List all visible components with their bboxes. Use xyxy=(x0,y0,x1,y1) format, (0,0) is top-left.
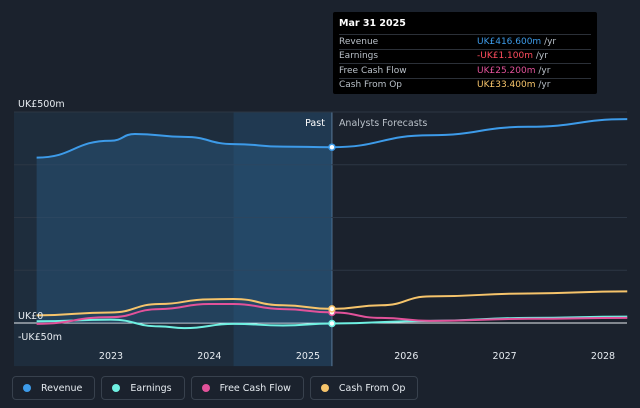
tooltip-row-value: -UK£1.100m /yr xyxy=(477,51,548,62)
legend-free-cash-flow[interactable]: Free Cash Flow xyxy=(190,376,304,400)
legend-label: Revenue xyxy=(41,382,83,394)
x-tick-2028: 2028 xyxy=(591,351,615,362)
tooltip-row: Revenue UK£416.600m /yr xyxy=(339,34,591,49)
tooltip-row-label: Earnings xyxy=(339,51,379,62)
earnings-point xyxy=(328,319,336,328)
legend-cash-from-op[interactable]: Cash From Op xyxy=(309,376,419,400)
legend-dot-icon xyxy=(201,384,210,392)
legend-dot-icon xyxy=(112,384,121,392)
forecast-label: Analysts Forecasts xyxy=(339,118,427,129)
tooltip-row: Free Cash Flow UK£25.200m /yr xyxy=(339,63,591,78)
y-label-top: UK£500m xyxy=(18,99,65,110)
legend-label: Free Cash Flow xyxy=(219,382,291,394)
legend-earnings[interactable]: Earnings xyxy=(101,376,185,400)
y-label-bottom: -UK£50m xyxy=(18,332,62,343)
cash-from-op-point xyxy=(328,305,336,313)
past-label: Past xyxy=(305,118,325,129)
tooltip-row-value: UK£33.400m /yr xyxy=(477,80,551,91)
tooltip-row-label: Cash From Op xyxy=(339,80,403,91)
tooltip: Mar 31 2025 Revenue UK£416.600m /yr Earnin… xyxy=(333,12,597,94)
y-label-zero: UK£0 xyxy=(18,311,43,322)
cash-from-op-line xyxy=(36,290,628,317)
x-tick-2027: 2027 xyxy=(493,351,517,362)
x-tick-2026: 2026 xyxy=(394,351,418,362)
legend-label: Cash From Op xyxy=(338,382,406,394)
tooltip-row-value: UK£25.200m /yr xyxy=(477,65,551,76)
legend-label: Earnings xyxy=(130,382,172,394)
tooltip-row-label: Free Cash Flow xyxy=(339,65,407,76)
tooltip-row-value: UK£416.600m /yr xyxy=(477,36,557,47)
revenue-line xyxy=(36,118,628,159)
x-tick-2025: 2025 xyxy=(296,351,320,362)
legend-dot-icon xyxy=(23,384,31,392)
tooltip-date: Mar 31 2025 xyxy=(339,18,406,29)
revenue-area xyxy=(36,133,332,323)
x-tick-2024: 2024 xyxy=(197,351,221,362)
tooltip-row: Earnings -UK£1.100m /yr xyxy=(339,48,591,64)
legend-dot-icon xyxy=(320,384,329,392)
tooltip-row-label: Revenue xyxy=(339,36,379,47)
revenue-point xyxy=(328,143,336,151)
free-cash-flow-line xyxy=(36,303,628,325)
legend: Revenue Earnings Free Cash Flow Cash From O… xyxy=(12,376,419,400)
tooltip-row: Cash From Op UK£33.400m /yr xyxy=(339,77,591,93)
x-tick-2023: 2023 xyxy=(99,351,123,362)
legend-revenue[interactable]: Revenue xyxy=(12,376,96,400)
